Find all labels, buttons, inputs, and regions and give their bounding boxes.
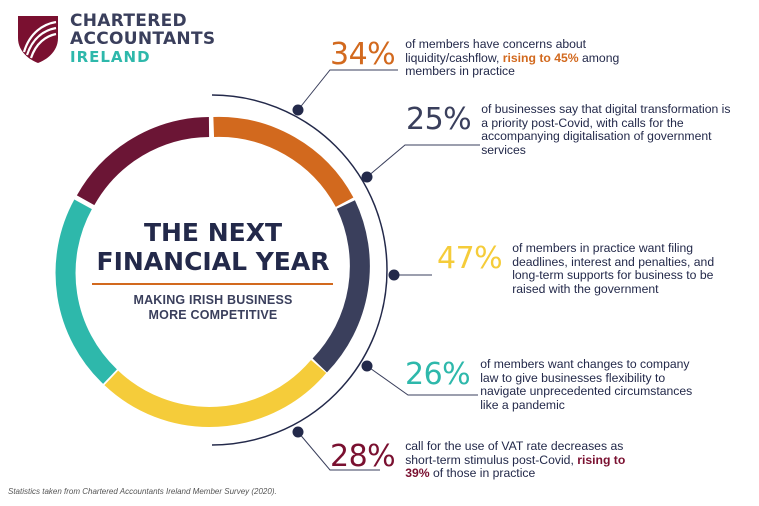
stat-percent: 28% (330, 439, 396, 474)
dot-28 (292, 426, 304, 438)
stat-highlight: rising to 45% (502, 50, 579, 65)
stat-digital: 25% of businesses say that digital trans… (406, 102, 736, 157)
stat-description: of members want changes to company law t… (480, 357, 693, 412)
center-divider (92, 283, 333, 285)
stat-text: of members have concerns about liquidity… (405, 37, 587, 65)
brand-shield-icon (18, 16, 58, 63)
brand-name-line3: IRELAND (70, 48, 151, 66)
stat-company-law: 26% of members want changes to company l… (405, 357, 725, 412)
center-subtitle-line1: MAKING IRISH BUSINESS (133, 293, 293, 307)
stat-text-after: of those in practice (429, 466, 536, 480)
stat-percent: 34% (330, 37, 396, 72)
connector-26 (366, 365, 478, 396)
stat-percent: 26% (405, 357, 471, 392)
stat-description: of members in practice want filing deadl… (512, 241, 715, 296)
stat-description: of businesses say that digital transform… (481, 102, 731, 157)
stat-description: call for the use of VAT rate decreases a… (405, 439, 645, 481)
center-title: THE NEXT FINANCIAL YEAR (95, 218, 331, 276)
stat-liquidity: 34% of members have concerns about liqui… (330, 37, 630, 79)
stat-description: of members have concerns about liquidity… (405, 37, 620, 79)
center-subtitle: MAKING IRISH BUSINESS MORE COMPETITIVE (100, 293, 326, 323)
stat-highlight: rising to 39% (405, 452, 626, 480)
stat-text: call for the use of VAT rate decreases a… (405, 439, 624, 467)
footnote: Statistics taken from Chartered Accounta… (8, 487, 277, 496)
stat-text-after: among members in practice (405, 50, 620, 78)
stat-percent: 25% (406, 102, 472, 137)
dot-26 (361, 360, 373, 372)
ring-segment-orange (213, 116, 354, 208)
connector-34 (297, 69, 398, 111)
dot-47 (388, 269, 400, 281)
center-title-line1: THE NEXT (143, 218, 283, 247)
dot-25 (361, 171, 373, 183)
brand-logo: CHARTERED ACCOUNTANTS IRELAND (14, 12, 215, 68)
ring-segment-yellow (104, 359, 327, 427)
outer-arc (211, 94, 388, 446)
stat-vat: 28% call for the use of VAT rate decreas… (330, 439, 660, 481)
brand-name-line2: ACCOUNTANTS (70, 29, 216, 49)
stat-percent: 47% (437, 241, 503, 276)
ring-segment-navy (312, 200, 370, 373)
dot-34 (292, 104, 304, 116)
ring-segment-teal (55, 199, 118, 384)
connector-28 (297, 431, 380, 471)
center-title-line2: FINANCIAL YEAR (96, 247, 330, 276)
center-subtitle-line2: MORE COMPETITIVE (148, 308, 278, 322)
ring-segment-maroon (76, 117, 210, 206)
brand-name-line1: CHARTERED (70, 11, 187, 31)
stat-filing: 47% of members in practice want filing d… (437, 241, 737, 296)
connector-25 (366, 144, 480, 178)
